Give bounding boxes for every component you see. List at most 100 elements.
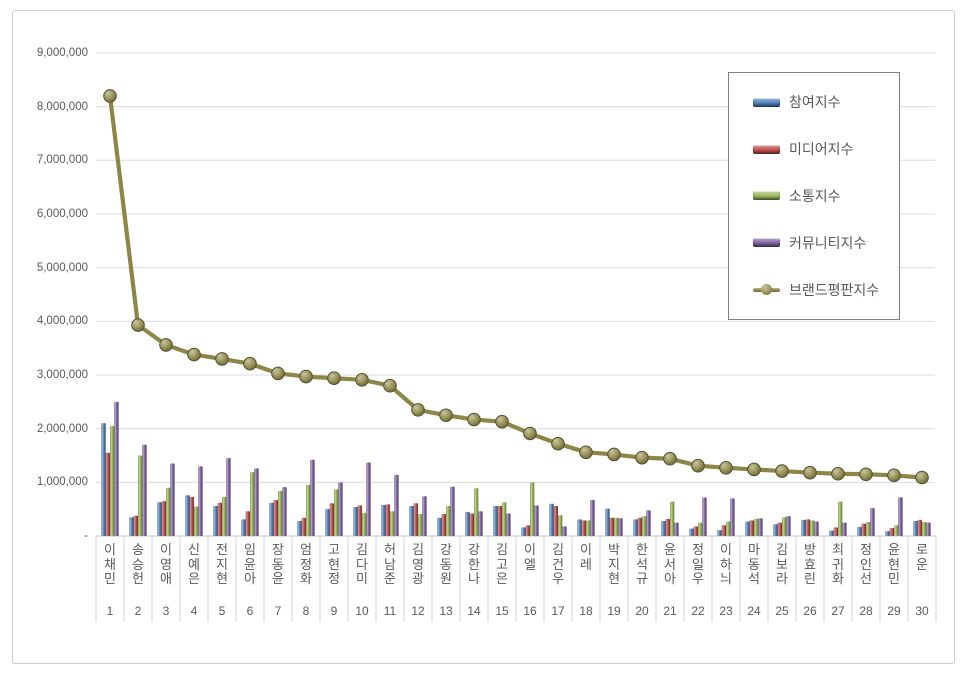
rank-label: 16 — [523, 604, 537, 618]
brand-index-marker-rank6 — [243, 356, 257, 371]
bar-미디어지수-rank22 — [693, 526, 698, 536]
category-label-char: 현 — [328, 556, 340, 572]
rank-label: 13 — [439, 604, 453, 618]
category-label-char: 화 — [300, 571, 312, 586]
bar-참여지수-rank18 — [577, 519, 582, 536]
category-label-char: 박 — [608, 542, 620, 557]
bar-참여지수-rank21 — [661, 520, 666, 536]
bar-참여지수-rank7 — [269, 502, 274, 536]
category-label-char: 린 — [804, 571, 816, 586]
category-label-char: 미 — [356, 571, 368, 586]
bar-미디어지수-rank7 — [273, 500, 278, 536]
y-tick-label: 9,000,000 — [36, 46, 88, 59]
bar-참여지수-rank13 — [437, 517, 442, 536]
bar-커뮤니티지수-rank12 — [422, 496, 427, 536]
bar-소통지수-rank26 — [810, 520, 815, 536]
bar-미디어지수-rank16 — [525, 525, 530, 536]
legend-label: 커뮤니티지수 — [789, 234, 867, 251]
category-label-char: 이 — [104, 542, 116, 557]
brand-index-marker-rank20 — [635, 450, 649, 465]
rank-label: 28 — [859, 604, 873, 618]
category-label-char: 김 — [552, 542, 564, 557]
category-label-char: 늬 — [720, 571, 732, 586]
rank-label: 22 — [691, 604, 705, 618]
bar-소통지수-rank12 — [418, 513, 423, 536]
bar-미디어지수-rank26 — [805, 519, 810, 536]
bar-커뮤니티지수-rank16 — [534, 505, 539, 536]
category-label-char: 정 — [860, 542, 872, 557]
brand-index-marker-rank26 — [803, 465, 817, 480]
brand-index-marker-rank29 — [887, 468, 901, 483]
bar-참여지수-rank26 — [801, 519, 806, 536]
bar-미디어지수-rank21 — [665, 518, 670, 536]
brand-index-marker-rank22 — [691, 458, 705, 473]
bar-참여지수-rank28 — [857, 526, 862, 536]
y-tick-label: 8,000,000 — [36, 100, 88, 113]
category-label-char: 엘 — [524, 556, 536, 572]
bar-참여지수-rank29 — [885, 531, 890, 536]
bar-커뮤니티지수-rank4 — [198, 466, 203, 536]
rank-label: 7 — [274, 604, 282, 618]
category-label-char: 윤 — [244, 556, 256, 572]
bar-참여지수-rank23 — [717, 530, 722, 536]
category-label-char: 한 — [468, 556, 480, 572]
bar-참여지수-rank17 — [549, 503, 554, 536]
bar-미디어지수-rank10 — [357, 505, 362, 536]
category-label-char: 인 — [860, 556, 872, 572]
rank-label: 21 — [663, 604, 677, 618]
brand-index-marker-rank27 — [831, 466, 845, 481]
brand-index-marker-rank13 — [439, 408, 453, 423]
category-label-char: 강 — [440, 542, 452, 557]
category-label-char: 지 — [608, 556, 620, 572]
bar-참여지수-rank5 — [213, 505, 218, 536]
bar-참여지수-rank16 — [521, 527, 526, 536]
brand-index-marker-rank2 — [131, 318, 145, 332]
bar-미디어지수-rank24 — [749, 520, 754, 536]
category-label-char: 민 — [888, 571, 900, 586]
bar-소통지수-rank28 — [866, 522, 871, 536]
brand-index-marker-rank16 — [523, 426, 537, 441]
bar-소통지수-rank9 — [334, 489, 339, 536]
bar-미디어지수-rank5 — [217, 502, 222, 536]
rank-label: 6 — [246, 604, 254, 618]
bar-커뮤니티지수-rank29 — [898, 497, 903, 536]
bar-커뮤니티지수-rank13 — [450, 486, 455, 536]
category-label-char: 석 — [636, 556, 648, 572]
y-tick-label: 2,000,000 — [36, 422, 88, 435]
category-label-char: 애 — [160, 571, 172, 586]
rank-label: 5 — [218, 604, 226, 618]
brand-index-marker-rank11 — [383, 378, 397, 393]
bar-참여지수-rank4 — [185, 495, 190, 536]
bar-참여지수-rank22 — [689, 528, 694, 536]
bar-참여지수-rank9 — [325, 509, 330, 536]
category-label-char: 화 — [832, 571, 844, 586]
bar-미디어지수-rank6 — [245, 511, 250, 536]
category-label-char: 준 — [384, 571, 396, 586]
bar-참여지수-rank10 — [353, 507, 358, 536]
category-label-char: 마 — [748, 542, 760, 557]
bar-참여지수-rank20 — [633, 519, 638, 536]
bar-미디어지수-rank13 — [441, 513, 446, 536]
category-label-char: 건 — [552, 556, 564, 572]
category-label-char: 윤 — [888, 542, 900, 557]
bar-미디어지수-rank3 — [161, 501, 166, 536]
rank-label: 30 — [915, 604, 929, 618]
bar-소통지수-rank11 — [390, 511, 395, 536]
brand-index-marker-rank4 — [187, 347, 201, 362]
bar-소통지수-rank3 — [166, 487, 171, 536]
bar-소통지수-rank29 — [894, 525, 899, 536]
bar-커뮤니티지수-rank18 — [590, 500, 595, 536]
category-label-char: 영 — [412, 556, 424, 572]
category-label-char: 동 — [440, 556, 452, 572]
